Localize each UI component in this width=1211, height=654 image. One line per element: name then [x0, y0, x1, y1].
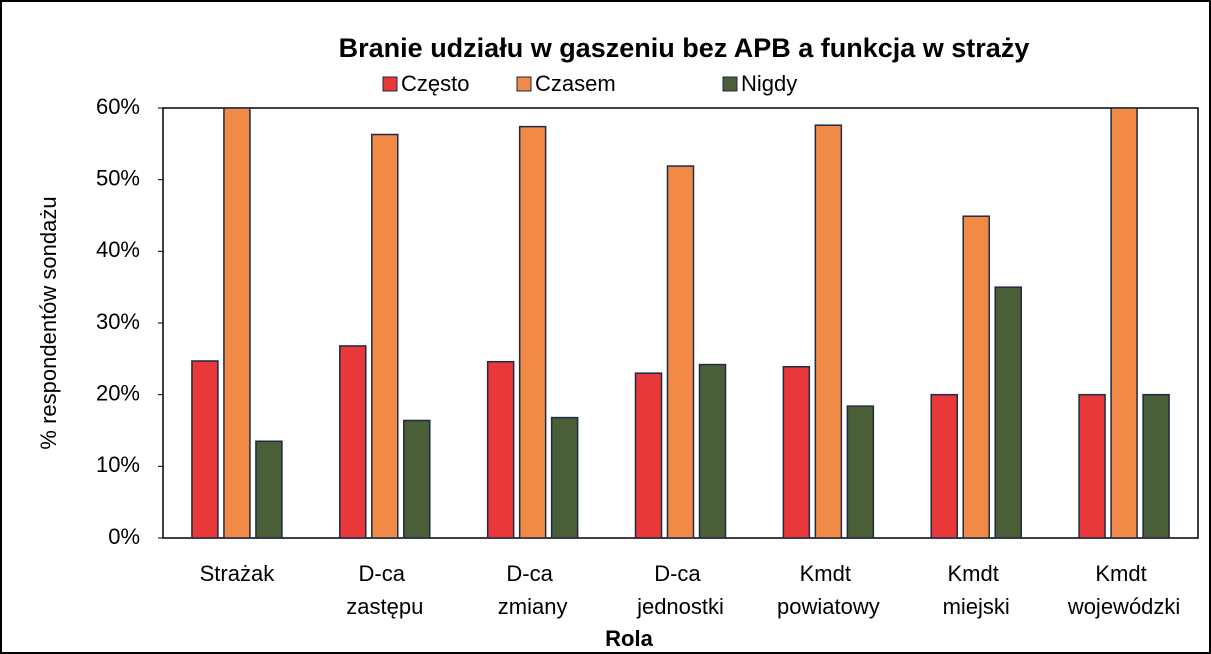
- bar: [191, 360, 219, 539]
- y-tick-label: 30%: [96, 309, 140, 334]
- bar: [782, 365, 811, 539]
- x-tick-label: Kmdt wojewódzki: [1067, 561, 1181, 619]
- bar: [698, 363, 727, 539]
- legend-label: Nigdy: [741, 71, 797, 96]
- bar: [666, 165, 695, 539]
- x-tick-label: D-ca jednostki: [636, 561, 724, 619]
- bar: [518, 125, 547, 539]
- bar: [403, 419, 431, 539]
- bar: [634, 372, 663, 539]
- bar: [550, 416, 579, 539]
- bar: [486, 360, 515, 539]
- y-tick-label: 60%: [96, 94, 140, 119]
- legend-swatch: [382, 76, 398, 92]
- bar: [814, 124, 843, 539]
- bar: [255, 440, 283, 539]
- bar: [339, 345, 367, 539]
- x-axis-label: Rola: [605, 626, 653, 651]
- bar: [1142, 393, 1170, 539]
- y-tick-label: 40%: [96, 237, 140, 262]
- x-tick-label: D-ca zmiany: [498, 561, 568, 619]
- legend-label: Często: [401, 71, 469, 96]
- x-tick-label: D-ca zastępu: [346, 561, 423, 619]
- legend-swatch: [516, 76, 532, 92]
- y-tick-label: 20%: [96, 380, 140, 405]
- chart-title: Branie udziału w gaszeniu bez APB a funk…: [339, 33, 1030, 63]
- bar: [223, 107, 251, 539]
- legend-label: Czasem: [535, 71, 616, 96]
- y-axis-label: % respondentów sondażu: [36, 196, 61, 449]
- bar: [1110, 107, 1138, 539]
- y-tick-label: 10%: [96, 452, 140, 477]
- bar: [846, 405, 875, 539]
- y-tick-label: 50%: [96, 165, 140, 190]
- bar: [994, 286, 1022, 539]
- x-tick-label: Strażak: [200, 561, 276, 586]
- bar: [371, 133, 399, 539]
- y-tick-label: 0%: [108, 524, 140, 549]
- legend-swatch: [722, 76, 738, 92]
- bar: [930, 393, 958, 539]
- x-tick-label: Kmdt powiatowy: [777, 561, 880, 619]
- bar: [962, 215, 990, 539]
- x-tick-label: Kmdt miejski: [943, 561, 1010, 619]
- bar: [1078, 393, 1106, 539]
